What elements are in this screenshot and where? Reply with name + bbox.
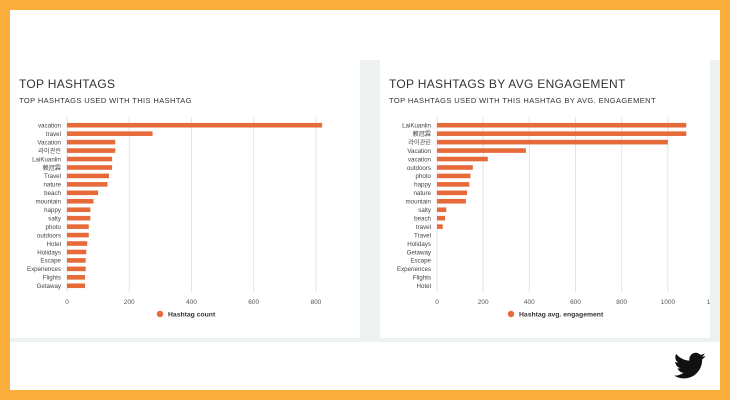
- bar: [67, 148, 116, 153]
- hashtag-count-chart: 0 200 400 600 800 vacationtravelVacation라이관린L…: [27, 117, 323, 318]
- category-label: photo: [416, 173, 432, 180]
- category-label: Experiences: [27, 266, 61, 273]
- category-label: vacation: [408, 156, 432, 163]
- category-label: Escape: [40, 258, 61, 265]
- bar: [67, 258, 86, 263]
- category-label: Hotel: [47, 241, 61, 248]
- bar: [67, 122, 323, 128]
- bar: [67, 198, 94, 204]
- category-label: Getaway: [407, 249, 432, 256]
- category-label: Travel: [414, 232, 431, 239]
- top-hashtags-panel: TOP HASHTAGS TOP HASHTAGS USED WITH THIS…: [10, 60, 360, 338]
- category-label: travel: [416, 224, 431, 231]
- x-tick-label: 600: [248, 299, 259, 306]
- category-label: Vacation: [407, 148, 431, 155]
- bar: [437, 173, 471, 179]
- category-label: outdoors: [37, 232, 61, 239]
- category-label: 赖冠霖: [42, 164, 61, 172]
- bar: [67, 283, 86, 289]
- x-tick-label: 600: [570, 299, 581, 306]
- bar: [67, 241, 88, 246]
- bar: [437, 182, 470, 187]
- panel-subtitle: TOP HASHTAGS USED WITH THIS HASHTAG: [19, 96, 192, 105]
- x-tick-label: 1000: [661, 299, 676, 306]
- bar: [437, 156, 488, 162]
- category-label: beach: [414, 215, 431, 222]
- category-label: salty: [48, 215, 62, 222]
- bar: [437, 224, 443, 229]
- category-label: 赖冠霖: [412, 130, 431, 138]
- category-label: Experiences: [397, 266, 431, 273]
- twitter-bird-icon: [674, 352, 706, 379]
- x-tick-label: 400: [186, 299, 197, 306]
- top-hashtags-engagement-panel: TOP HASHTAGS BY AVG ENGAGEMENT TOP HASHT…: [380, 60, 710, 338]
- x-tick-label: 0: [65, 299, 69, 306]
- category-label: Holidays: [407, 241, 431, 248]
- legend-marker: [156, 310, 164, 318]
- bar: [437, 215, 446, 221]
- category-label: 라이관린: [408, 138, 431, 146]
- category-label: Hotel: [417, 283, 431, 290]
- bar: [437, 131, 687, 136]
- category-label: Flights: [43, 275, 61, 282]
- bar: [67, 190, 99, 196]
- bar: [67, 207, 91, 213]
- x-tick-label: 200: [124, 299, 135, 306]
- bar: [437, 165, 473, 170]
- legend-label: Hashtag count: [168, 311, 216, 318]
- bar: [67, 249, 87, 255]
- bar: [67, 131, 153, 136]
- bar: [67, 215, 91, 221]
- panel-subtitle: TOP HASHTAGS USED WITH THIS HASHTAG BY A…: [389, 96, 656, 105]
- category-label: travel: [46, 131, 61, 138]
- category-label: outdoors: [407, 165, 431, 172]
- category-label: Vacation: [37, 139, 61, 146]
- bar: [67, 224, 89, 229]
- bar: [437, 207, 447, 213]
- bar: [437, 139, 668, 145]
- bar: [437, 122, 687, 128]
- category-label: LaiKuanlin: [32, 156, 61, 163]
- category-label: nature: [413, 190, 431, 197]
- x-tick-label: 200: [478, 299, 489, 306]
- panel-title: TOP HASHTAGS: [19, 77, 116, 91]
- bar: [67, 275, 86, 280]
- category-label: Getaway: [37, 283, 62, 290]
- category-label: nature: [43, 182, 61, 189]
- bar: [67, 266, 86, 272]
- category-label: Flights: [413, 275, 431, 282]
- category-label: LaiKuanlin: [402, 123, 431, 130]
- bar: [67, 182, 108, 187]
- bar: [67, 173, 109, 179]
- category-label: 라이관린: [38, 147, 61, 155]
- category-label: beach: [44, 190, 61, 197]
- x-tick-label: 800: [616, 299, 627, 306]
- category-label: happy: [414, 182, 432, 189]
- panel-title: TOP HASHTAGS BY AVG ENGAGEMENT: [389, 77, 626, 91]
- legend-marker: [507, 310, 515, 318]
- x-tick-label: 400: [524, 299, 535, 306]
- bar: [437, 198, 466, 204]
- bar: [67, 232, 89, 238]
- x-tick-label: 800: [310, 299, 321, 306]
- bar: [437, 148, 526, 153]
- bar: [67, 156, 113, 162]
- bar: [437, 190, 468, 196]
- category-label: Holidays: [37, 249, 61, 256]
- x-tick-label: 0: [435, 299, 439, 306]
- bar: [67, 139, 116, 145]
- category-label: happy: [44, 207, 62, 214]
- category-label: vacation: [38, 123, 62, 130]
- category-label: mountain: [406, 199, 432, 206]
- category-label: Travel: [44, 173, 61, 180]
- category-label: salty: [418, 207, 432, 214]
- x-tick-label: 1200: [707, 299, 710, 306]
- category-label: Escape: [410, 258, 431, 265]
- bar: [67, 165, 113, 170]
- legend-label: Hashtag avg. engagement: [519, 311, 604, 318]
- category-label: mountain: [36, 199, 62, 206]
- category-label: photo: [46, 224, 62, 231]
